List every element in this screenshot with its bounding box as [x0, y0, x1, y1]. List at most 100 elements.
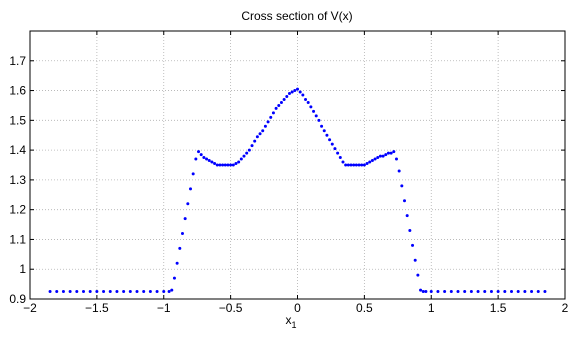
- data-point: [503, 290, 507, 294]
- data-point: [279, 100, 283, 104]
- data-point: [365, 162, 369, 166]
- plot-area: [30, 31, 565, 299]
- data-point: [389, 151, 393, 155]
- data-point: [397, 169, 401, 173]
- data-point: [202, 156, 206, 160]
- data-point: [223, 163, 227, 167]
- data-point: [463, 290, 467, 294]
- data-point: [400, 184, 404, 188]
- y-tick-labels: 0.9 1 1.1 1.2 1.3 1.4 1.5 1.6 1.7: [9, 54, 26, 306]
- data-point: [298, 90, 302, 94]
- x-tick-label: 0.5: [356, 301, 373, 315]
- x-axis-label: x1: [285, 313, 296, 330]
- data-point: [68, 290, 72, 294]
- data-point: [269, 115, 273, 119]
- y-tick-label: 1.5: [9, 113, 26, 127]
- data-point: [394, 157, 398, 161]
- data-point: [197, 150, 201, 154]
- data-point: [403, 199, 406, 203]
- data-point: [352, 163, 356, 167]
- data-point: [277, 103, 281, 107]
- data-point: [172, 276, 176, 280]
- data-point: [191, 172, 195, 176]
- x-tick-label: 1.5: [490, 301, 507, 315]
- data-point: [384, 153, 388, 157]
- data-point: [483, 290, 487, 294]
- data-point: [170, 288, 174, 292]
- y-tick-label: 1.3: [9, 173, 26, 187]
- data-point: [376, 156, 380, 160]
- data-point: [282, 97, 286, 101]
- data-point: [218, 163, 222, 167]
- data-point: [436, 290, 440, 294]
- data-point: [221, 163, 225, 167]
- data-point: [301, 93, 305, 97]
- data-point: [336, 151, 340, 155]
- data-point: [48, 290, 52, 294]
- data-point: [75, 290, 79, 294]
- data-point: [55, 290, 59, 294]
- data-point: [102, 290, 106, 294]
- data-point: [194, 157, 198, 161]
- data-point: [215, 163, 219, 167]
- data-point: [167, 290, 171, 294]
- data-point: [142, 290, 146, 294]
- data-point: [330, 142, 334, 146]
- data-point: [443, 290, 447, 294]
- data-point: [155, 290, 159, 294]
- data-point: [271, 111, 275, 115]
- data-point: [381, 154, 385, 158]
- x-tick-label: 1: [428, 301, 435, 315]
- data-point: [536, 290, 540, 294]
- data-point: [320, 124, 324, 128]
- data-point: [148, 290, 152, 294]
- data-point: [523, 290, 527, 294]
- data-point: [239, 157, 243, 161]
- data-point: [317, 118, 321, 122]
- data-point: [247, 148, 251, 152]
- data-point: [293, 89, 297, 93]
- data-point: [405, 214, 409, 218]
- data-point: [255, 135, 259, 139]
- data-point: [449, 290, 453, 294]
- data-point: [354, 163, 358, 167]
- data-point: [162, 290, 166, 294]
- data-point: [325, 133, 329, 137]
- axis-ticks: [29, 31, 566, 300]
- data-point: [309, 105, 313, 109]
- y-tick-label: 1.1: [9, 232, 26, 246]
- data-point: [306, 100, 310, 104]
- data-point: [287, 92, 291, 96]
- data-point: [95, 290, 99, 294]
- data-point: [496, 290, 500, 294]
- data-point: [362, 163, 366, 167]
- y-tick-label: 1.7: [9, 54, 26, 68]
- data-point: [180, 231, 184, 235]
- data-points: [48, 87, 547, 294]
- data-point: [128, 290, 132, 294]
- data-point: [178, 246, 182, 250]
- data-point: [346, 163, 350, 167]
- chart-title: Cross section of V(x): [241, 9, 352, 23]
- data-point: [122, 290, 126, 294]
- data-point: [115, 290, 119, 294]
- x-tick-label: −0.5: [219, 301, 243, 315]
- data-point: [543, 290, 547, 294]
- data-point: [296, 87, 299, 91]
- data-point: [510, 290, 513, 294]
- data-point: [108, 290, 112, 294]
- data-point: [373, 157, 377, 161]
- x-tick-label: 2: [562, 301, 568, 315]
- data-point: [207, 159, 211, 163]
- data-point: [416, 273, 420, 277]
- data-point: [285, 95, 289, 99]
- data-point: [370, 159, 374, 163]
- data-point: [245, 151, 249, 155]
- data-point: [489, 290, 493, 294]
- data-point: [386, 151, 390, 155]
- x-axis-label-main: x: [285, 313, 291, 327]
- x-axis-label-subscript: 1: [291, 320, 296, 330]
- data-point: [392, 150, 396, 154]
- x-tick-label: −1.5: [85, 301, 109, 315]
- data-point: [344, 163, 348, 167]
